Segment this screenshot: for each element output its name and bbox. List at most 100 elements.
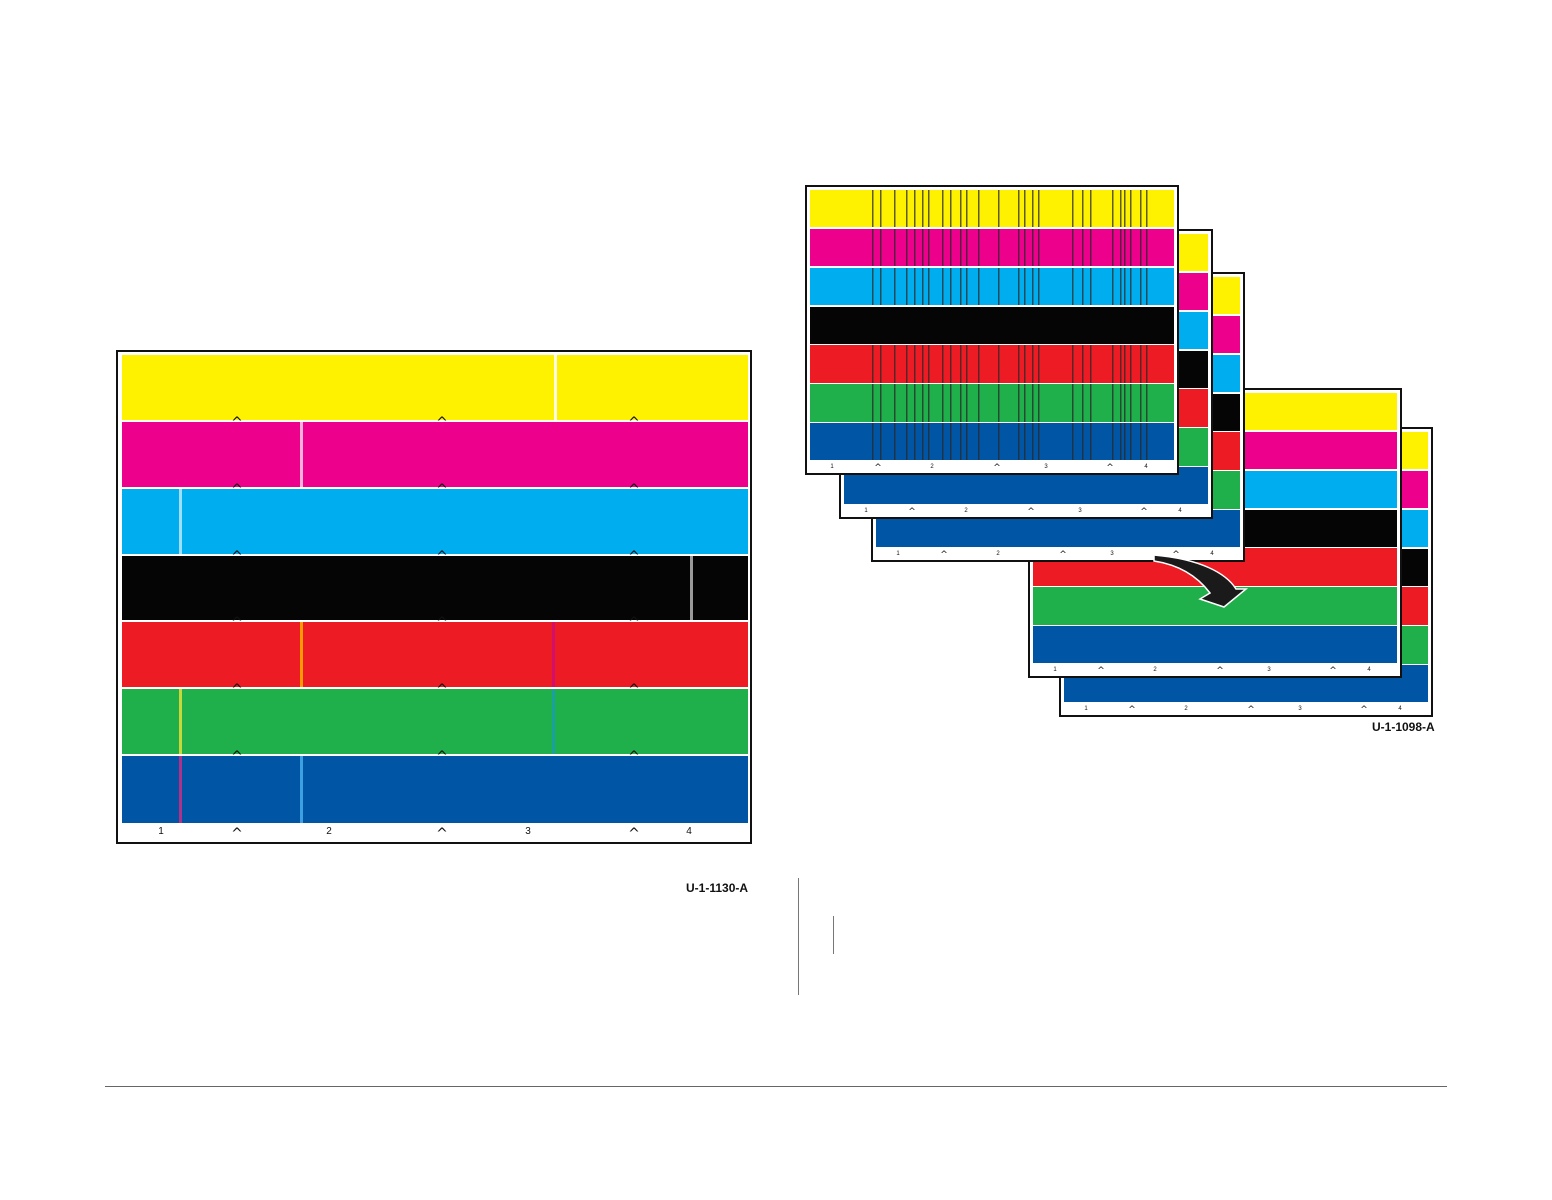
sheet-color-bands (810, 190, 1174, 462)
streak-defect (690, 555, 693, 621)
section-number-2: 2 (996, 551, 1000, 557)
caret-mark: ^ (1128, 705, 1136, 715)
section-number-1: 1 (864, 508, 868, 514)
color-band-blue (1033, 626, 1397, 664)
streak-defect (179, 689, 182, 755)
sheet-number-row: 1 2 3 4 ^ ^ ^ (1033, 665, 1397, 676)
caret-mark: ^ (231, 548, 243, 565)
streak-defect (554, 355, 557, 420)
left-test-print: ^ ^ ^ ^ ^ ^ ^ ^ ^ ^ ^ ^ ^ ^ ^ ^ ^ ^ 1 ^ 2 ^ 3 ^ 4 (116, 350, 752, 844)
color-band-red (122, 622, 748, 690)
left-number-row: 1 ^ 2 ^ 3 ^ 4 (122, 824, 748, 842)
stacked-test-print-front: 1 2 3 4 ^ ^ ^ (805, 185, 1179, 475)
caret-mark: ^ (1106, 463, 1114, 473)
section-number-4: 4 (1398, 706, 1402, 712)
caret-mark: ^ (628, 826, 640, 842)
caret-mark: ^ (628, 548, 640, 565)
section-number-3: 3 (1110, 551, 1114, 557)
section-number-1: 1 (158, 826, 164, 837)
color-band-magenta (810, 228, 1174, 267)
section-number-4: 4 (1210, 551, 1214, 557)
caret-mark: ^ (436, 615, 448, 632)
color-band-cyan (122, 488, 748, 556)
streak-defect (179, 756, 182, 823)
sheet-number-row: 1 2 3 4 ^ ^ ^ (844, 506, 1208, 517)
section-number-2: 2 (1153, 667, 1157, 673)
caret-mark: ^ (993, 463, 1001, 473)
section-number-4: 4 (1367, 667, 1371, 673)
section-number-2: 2 (326, 826, 332, 837)
change-bar-short (833, 916, 834, 954)
caret-mark: ^ (1216, 666, 1224, 676)
change-bar (798, 878, 799, 995)
sheet-number-row: 1 2 3 4 ^ ^ ^ (810, 462, 1174, 473)
color-band-blue (122, 756, 748, 823)
caret-mark: ^ (231, 481, 243, 498)
caret-mark: ^ (1027, 507, 1035, 517)
section-number-3: 3 (1044, 464, 1048, 470)
caret-mark: ^ (231, 749, 243, 766)
color-band-yellow (810, 190, 1174, 228)
color-band-green (122, 689, 748, 757)
caret-mark: ^ (1097, 666, 1105, 676)
caret-mark: ^ (1059, 550, 1067, 560)
caret-mark: ^ (436, 682, 448, 699)
color-band-green (810, 384, 1174, 422)
footer-rule (105, 1086, 1447, 1087)
section-number-4: 4 (1144, 464, 1148, 470)
section-number-3: 3 (1298, 706, 1302, 712)
section-number-3: 3 (1267, 667, 1271, 673)
caret-mark: ^ (436, 826, 448, 842)
caret-mark: ^ (436, 414, 448, 431)
caret-mark: ^ (1247, 705, 1255, 715)
caret-mark: ^ (628, 481, 640, 498)
section-number-3: 3 (1078, 508, 1082, 514)
section-number-1: 1 (1053, 667, 1057, 673)
caret-mark: ^ (628, 682, 640, 699)
left-figure-label: U-1-1130-A (686, 881, 749, 895)
caret-mark: ^ (940, 550, 948, 560)
section-number-3: 3 (525, 826, 531, 837)
caret-mark: ^ (1329, 666, 1337, 676)
caret-mark: ^ (1172, 550, 1180, 560)
caret-mark: ^ (231, 826, 243, 842)
section-number-4: 4 (686, 826, 692, 837)
streak-defect (300, 756, 303, 823)
caret-mark: ^ (231, 615, 243, 632)
caret-mark: ^ (231, 682, 243, 699)
caret-mark: ^ (628, 615, 640, 632)
section-number-2: 2 (964, 508, 968, 514)
streak-defect (552, 622, 555, 688)
section-number-1: 1 (830, 464, 834, 470)
section-number-2: 2 (930, 464, 934, 470)
color-band-black (810, 306, 1174, 344)
color-band-black (122, 555, 748, 623)
streak-defect (179, 488, 182, 554)
section-number-1: 1 (1084, 706, 1088, 712)
streak-defect (552, 689, 555, 755)
section-number-2: 2 (1184, 706, 1188, 712)
caret-mark: ^ (628, 749, 640, 766)
caret-mark: ^ (436, 481, 448, 498)
right-figure-label: U-1-1098-A (1372, 720, 1435, 734)
caret-mark: ^ (436, 548, 448, 565)
color-band-yellow (122, 355, 748, 422)
caret-mark: ^ (436, 749, 448, 766)
caret-mark: ^ (231, 414, 243, 431)
sheet-number-row: 1 2 3 4 ^ ^ ^ (876, 549, 1240, 560)
caret-mark: ^ (874, 463, 882, 473)
sheet-number-row: 1 2 3 4 ^ ^ ^ (1064, 704, 1428, 715)
color-band-red (810, 345, 1174, 383)
curved-arrow-icon (1153, 555, 1249, 608)
caret-mark: ^ (908, 507, 916, 517)
streak-defect (300, 622, 303, 688)
caret-mark: ^ (628, 414, 640, 431)
left-color-bands: ^ ^ ^ ^ ^ ^ ^ ^ ^ ^ ^ ^ ^ ^ ^ ^ ^ ^ (122, 355, 748, 823)
streak-defect (300, 421, 303, 487)
section-number-1: 1 (896, 551, 900, 557)
section-number-4: 4 (1178, 508, 1182, 514)
caret-mark: ^ (1140, 507, 1148, 517)
color-band-cyan (810, 267, 1174, 306)
color-band-blue (810, 423, 1174, 461)
color-band-magenta (122, 421, 748, 489)
